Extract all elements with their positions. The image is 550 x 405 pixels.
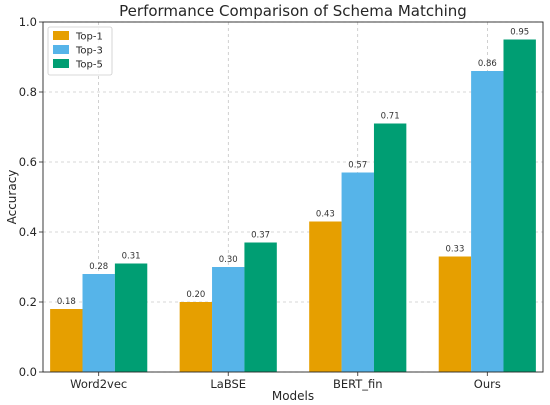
data-label: 0.57	[348, 161, 367, 171]
data-labels: 0.18 0.28 0.31 0.20 0.30 0.37 0.43 0.57 0.71 0.33…	[57, 28, 529, 308]
y-axis-label: Accuracy	[5, 170, 19, 225]
bar-top-5-bert_fin	[373, 123, 407, 372]
bar-top-5-word2vec	[114, 263, 148, 372]
legend-label: Top-1	[75, 32, 103, 43]
bar-top-1-word2vec	[50, 309, 83, 372]
y-tick-label: 0.0	[19, 365, 37, 379]
bar-top-1-ours	[438, 256, 472, 372]
bar-top-5-ours	[503, 39, 536, 372]
y-tick-label: 0.6	[19, 155, 37, 169]
bar-top-3-labse	[212, 267, 245, 372]
legend-swatch	[53, 31, 69, 40]
y-tick-label: 0.4	[19, 225, 37, 239]
bars	[50, 39, 536, 372]
data-label: 0.28	[89, 262, 108, 272]
legend-swatch	[53, 45, 69, 54]
data-label: 0.20	[186, 290, 205, 300]
data-label: 0.43	[316, 210, 335, 220]
data-label: 0.30	[219, 255, 238, 265]
chart-title: Performance Comparison of Schema Matchin…	[119, 2, 467, 20]
y-tick-label: 0.2	[19, 295, 37, 309]
data-label: 0.37	[251, 231, 270, 241]
bar-top-1-bert_fin	[309, 221, 342, 372]
bar-top-3-ours	[471, 71, 504, 372]
bar-top-1-labse	[179, 302, 213, 372]
data-label: 0.31	[122, 252, 141, 262]
bar-top-3-word2vec	[82, 274, 115, 372]
x-axis-label: Models	[272, 389, 314, 403]
x-tick-label: Ours	[474, 377, 501, 391]
plot-frame	[42, 21, 544, 373]
bar-top-5-labse	[244, 242, 277, 372]
y-tick-label: 1.0	[19, 15, 37, 29]
bar-top-3-bert_fin	[341, 172, 374, 372]
data-label: 0.95	[510, 28, 529, 38]
x-tick-label: LaBSE	[210, 377, 246, 391]
x-axis: Word2vec LaBSE BERT_fin Ours	[70, 372, 501, 391]
data-label: 0.86	[478, 59, 497, 69]
legend: Top-1 Top-3 Top-5	[47, 26, 113, 76]
legend-label: Top-3	[75, 46, 103, 57]
data-label: 0.71	[381, 112, 400, 122]
data-label: 0.33	[445, 245, 464, 255]
legend-label: Top-5	[75, 60, 103, 71]
y-axis: 0.0 0.2 0.4 0.6 0.8 1.0	[19, 15, 43, 379]
legend-swatch	[53, 59, 69, 68]
data-label: 0.18	[57, 297, 76, 307]
x-tick-label: BERT_fin	[333, 377, 383, 391]
x-tick-label: Word2vec	[70, 377, 127, 391]
y-tick-label: 0.8	[19, 85, 37, 99]
